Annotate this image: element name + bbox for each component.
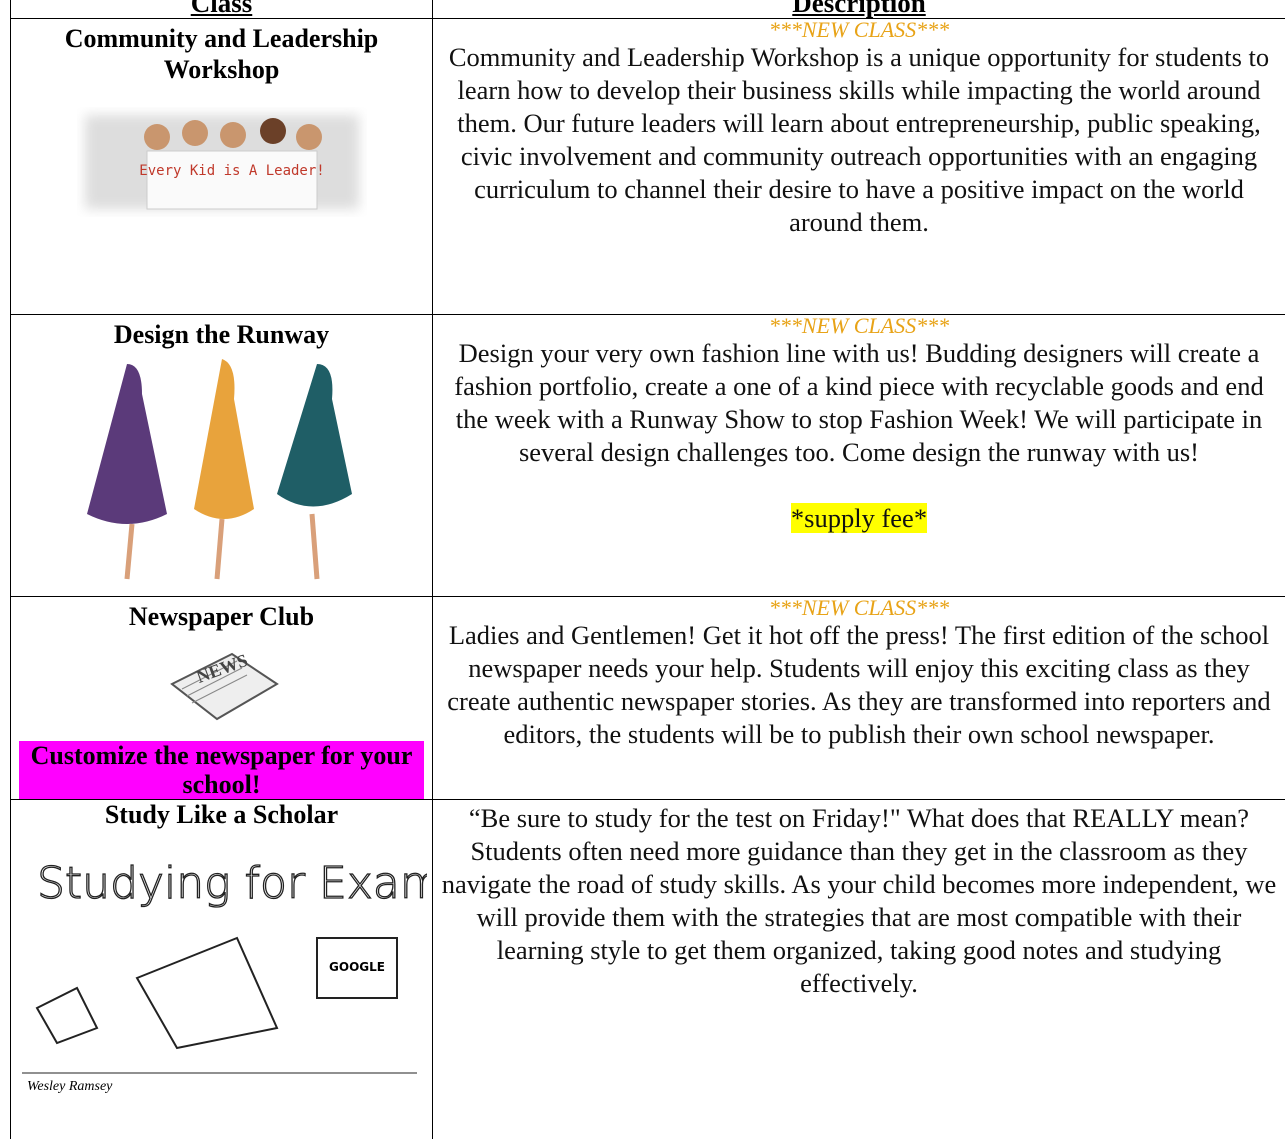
class-cell: Study Like a Scholar Studying for Exams … [10,800,433,1139]
description: Ladies and Gentlemen! Get it hot off the… [447,620,1271,749]
customize-highlight: Customize the newspaper for your school! [19,741,424,799]
class-name: Community and Leadership Workshop [64,24,379,84]
new-class-tag: ***NEW CLASS*** [768,595,950,620]
class-name: Study Like a Scholar [104,800,339,829]
row: Community and Leadership Workshop Every … [10,18,1285,314]
description-cell: ***NEW CLASS*** Design your very own fas… [433,315,1285,596]
row: Newspaper Club NEWS Customize the newspa… [10,596,1285,799]
image-text: Studying for Exams [37,858,427,909]
class-name: Design the Runway [113,320,330,349]
description-cell: “Be sure to study for the test on Friday… [433,800,1285,1139]
class-cell: Newspaper Club NEWS Customize the newspa… [10,597,433,799]
class-image [86,359,352,580]
class-image: Every Kid is A Leader! [84,115,359,210]
class-cell: Design the Runway [10,315,433,596]
class-name: Newspaper Club [128,602,315,631]
description-cell: ***NEW CLASS*** Community and Leadership… [433,19,1285,314]
row: Design the Runway ***NEW CLASS*** Design… [10,314,1285,596]
header-description: Description [792,0,926,18]
svg-text:GOOGLE: GOOGLE [329,960,385,974]
description: “Be sure to study for the test on Friday… [441,803,1277,998]
header-class: Class [10,0,433,18]
new-class-tag: ***NEW CLASS*** [768,17,950,42]
description: Community and Leadership Workshop is a u… [448,42,1270,237]
class-image: NEWS [169,650,279,721]
class-cell: Community and Leadership Workshop Every … [10,19,433,314]
supply-fee-note: *supply fee* [790,503,928,533]
description: Design your very own fashion line with u… [454,338,1264,467]
class-image: Studying for Exams GOOGLE Wesley Ramsey [21,857,427,1094]
image-caption: Wesley Ramsey [27,1079,113,1094]
image-text: Every Kid is A Leader! [139,163,324,179]
header-row: Class Description [10,0,1285,18]
description-cell: ***NEW CLASS*** Ladies and Gentlemen! Ge… [433,597,1285,799]
new-class-tag: ***NEW CLASS*** [768,313,950,338]
row: Study Like a Scholar Studying for Exams … [10,799,1285,1139]
